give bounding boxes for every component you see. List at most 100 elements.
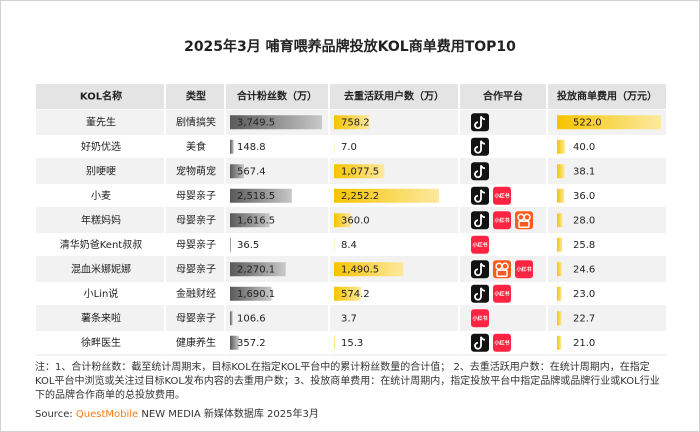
xiaohongshu-icon	[471, 235, 489, 254]
kuaishou-cam	[496, 269, 508, 277]
value-label: 8.4	[341, 240, 357, 251]
value-label: 106.6	[237, 313, 266, 324]
source-rest: NEW MEDIA 新媒体数据库 2025年3月	[141, 409, 319, 420]
kol-name: 别哽哽	[86, 165, 116, 177]
value-label: 25.8	[573, 240, 595, 251]
kol-name: 好奶优选	[81, 140, 121, 153]
kol-name: 小麦	[91, 190, 111, 202]
value-label: 3.7	[341, 313, 357, 324]
value-label: 28.0	[573, 215, 595, 226]
xiaohongshu-icon	[493, 211, 511, 230]
value-bar	[334, 335, 335, 350]
value-bar	[557, 335, 562, 350]
header-cell: 去重活跃用户数（万）	[344, 90, 444, 103]
kol-name: 徐畔医生	[81, 336, 121, 349]
header-cell: 投放商单费用（万元）	[557, 90, 657, 103]
value-bar	[557, 188, 565, 203]
value-bar	[557, 262, 562, 277]
value-bar	[334, 164, 385, 179]
source: Source: QuestMobile NEW MEDIA 新媒体数据库 202…	[35, 405, 319, 420]
value-label: 7.0	[341, 142, 357, 153]
xiaohongshu-icon	[515, 260, 533, 279]
value-label: 2,252.2	[341, 191, 379, 202]
value-label: 24.6	[573, 264, 595, 275]
douyin-note	[474, 115, 486, 130]
value-bar	[557, 213, 563, 228]
value-bar	[230, 262, 286, 277]
value-label: 40.0	[573, 142, 595, 153]
value-label: 357.2	[237, 338, 266, 349]
value-label: 758.2	[341, 117, 370, 128]
value-label: 148.8	[237, 142, 266, 153]
value-bar	[230, 286, 272, 301]
kol-type: 母婴亲子	[176, 213, 216, 226]
kuaishou-dot	[523, 213, 531, 221]
value-bar	[334, 213, 351, 228]
value-label: 1,077.5	[341, 166, 379, 177]
kol-type: 母婴亲子	[176, 238, 216, 251]
douyin-note	[474, 287, 486, 301]
kol-type: 剧情搞笑	[176, 115, 216, 128]
kol-type: 母婴亲子	[176, 311, 216, 324]
header-bg	[36, 84, 666, 109]
value-label: 15.3	[341, 338, 363, 349]
kol-type: 金融财经	[176, 287, 216, 300]
table: 2025年3月 哺育喂养品牌投放KOL商单费用TOP10 KOL名称 类型 合计粉丝…	[36, 38, 666, 356]
kuaishou-cam	[518, 220, 530, 228]
value-bar	[230, 311, 233, 326]
xiaohongshu-text: 小红书	[516, 266, 531, 273]
value-bar	[230, 237, 231, 252]
douyin-note	[474, 164, 486, 179]
douyin-note	[474, 189, 486, 203]
title: 2025年3月 哺育喂养品牌投放KOL商单费用TOP10	[184, 38, 516, 55]
kol-type: 母婴亲子	[176, 262, 216, 275]
douyin-note	[474, 336, 486, 350]
value-bar	[230, 335, 239, 350]
value-bar	[230, 115, 322, 130]
value-bar	[557, 139, 565, 154]
kol-name: 小Lin说	[84, 287, 119, 300]
value-bar	[230, 213, 270, 228]
value-bar	[557, 286, 562, 301]
xiaohongshu-text: 小红书	[472, 241, 487, 248]
value-label: 2,270.1	[237, 264, 275, 275]
xiaohongshu-text: 小红书	[494, 217, 509, 224]
value-label: 1,690.1	[237, 289, 275, 300]
value-label: 22.7	[573, 313, 595, 324]
xiaohongshu-icon	[471, 309, 489, 328]
value-label: 23.0	[573, 289, 595, 300]
source-brand: QuestMobile	[75, 409, 139, 420]
value-label: 522.0	[573, 117, 602, 128]
value-bar	[334, 188, 439, 203]
kol-name: 年糕妈妈	[81, 213, 121, 226]
kol-name: 清华奶爸Kent叔叔	[60, 238, 142, 251]
xiaohongshu-text: 小红书	[472, 315, 487, 322]
value-bar	[557, 164, 565, 179]
header-cell: 合作平台	[482, 90, 523, 103]
kol-type: 美食	[186, 140, 206, 153]
value-bar	[557, 237, 563, 252]
value-label: 36.5	[237, 240, 259, 251]
value-bar	[334, 115, 370, 130]
header-cell: KOL名称	[80, 90, 122, 103]
value-label: 1,616.5	[237, 215, 275, 226]
value-label: 2,518.5	[237, 191, 275, 202]
value-bar	[230, 188, 292, 203]
xiaohongshu-icon	[493, 333, 511, 352]
value-bar	[557, 311, 562, 326]
value-bar	[334, 262, 404, 277]
kol-type: 母婴亲子	[176, 189, 216, 202]
kol-name: 薯条来啦	[81, 311, 121, 324]
kol-type: 健康养生	[176, 336, 216, 349]
kol-type: 宠物萌宠	[176, 164, 216, 177]
notes: 注：1、合计粉丝数：截至统计周期末，目标KOL在指定KOL平台中的累计粉丝数量的…	[35, 362, 660, 401]
xiaohongshu-text: 小红书	[494, 339, 509, 346]
value-bar	[230, 164, 244, 179]
douyin-note	[474, 213, 486, 228]
header-cell: 合计粉丝数（万）	[236, 90, 317, 103]
value-label: 21.0	[573, 338, 595, 349]
header-cell: 类型	[186, 90, 206, 103]
xiaohongshu-text: 小红书	[494, 192, 509, 199]
value-label: 36.0	[573, 191, 595, 202]
